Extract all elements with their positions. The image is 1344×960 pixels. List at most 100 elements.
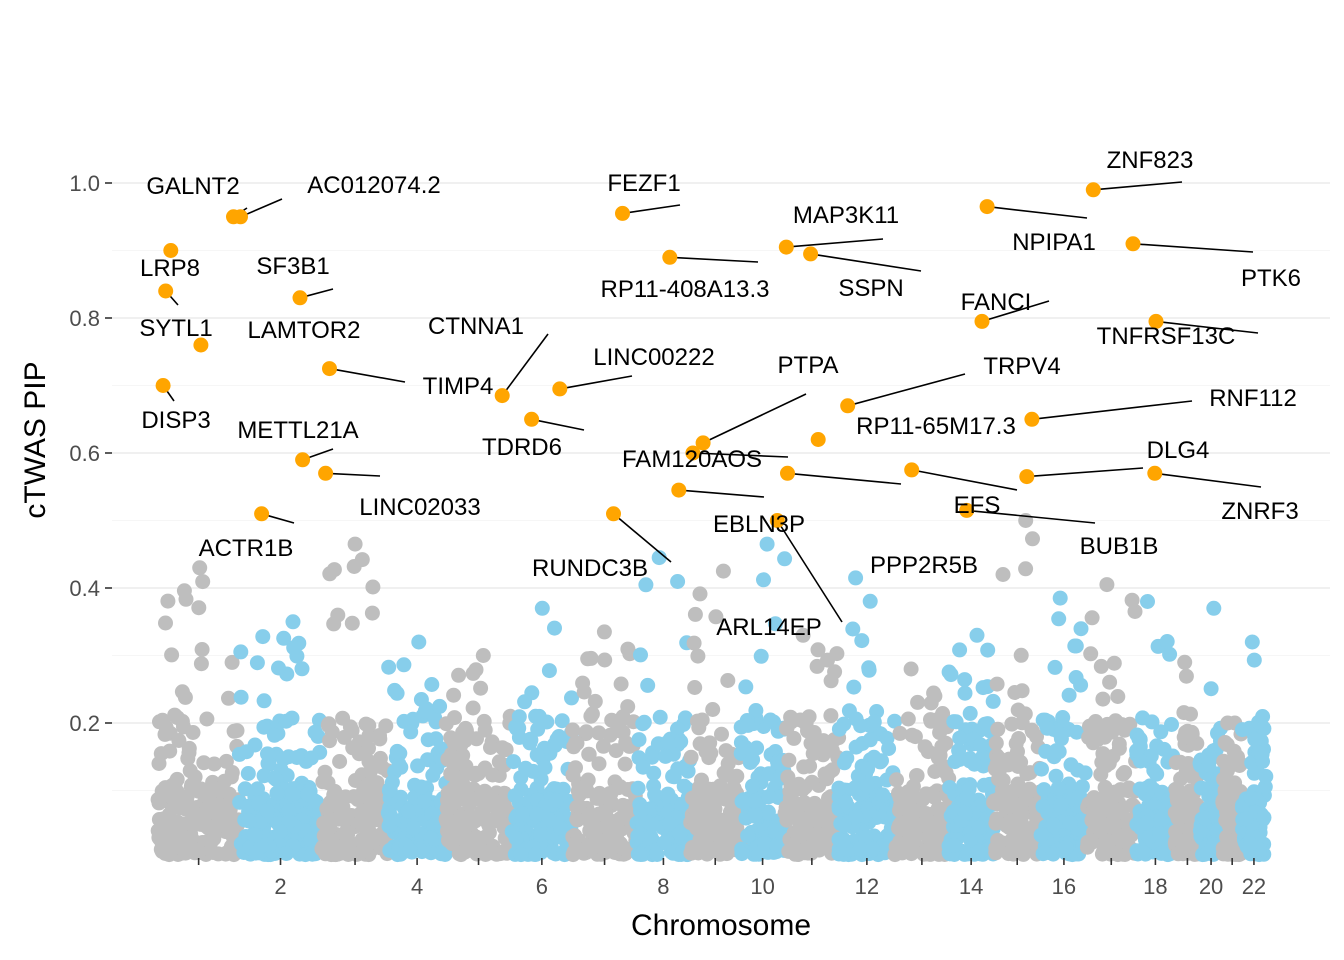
gene-point [285,786,301,802]
gene-point [1098,758,1114,774]
y-tick-label: 0.4 [69,576,100,601]
gene-point [666,769,682,785]
x-axis-title: Chromosome [631,909,811,942]
gene-point [728,822,744,838]
gene-point [720,673,736,688]
gene-point [1187,798,1203,814]
gene-point [177,689,193,705]
leader-line [669,256,759,263]
gene-point [581,746,597,762]
gene-point [887,713,903,729]
gene-point [580,772,596,788]
gene-point [531,708,547,724]
gene-point [638,577,654,593]
gene-point [986,794,1002,810]
gene-point [1238,811,1254,827]
gene-point [530,721,546,737]
gene-point [1110,689,1126,704]
gene-point [807,795,823,811]
gene-point [451,846,467,862]
gene-point [859,778,875,794]
gene-point [471,840,487,856]
gene-point [446,735,462,751]
gene-point [792,712,808,728]
gene-label: TRPV4 [983,353,1060,380]
gene-point [206,831,222,847]
gene-point [686,635,702,651]
highlighted-gene-point [322,361,337,377]
gene-point [491,802,507,818]
gene-point [631,732,647,748]
gene-point [319,801,335,817]
gene-point [633,647,648,663]
gene-point [987,761,1003,777]
gene-point [514,806,530,822]
gene-point [320,775,336,791]
gene-point [801,825,817,841]
gene-point [846,679,862,695]
axes: 0.2 0.4 0.6 0.8 1.0 2 4 6 8 10 12 14 16 18 20 22 [69,171,1266,899]
gene-point [684,840,700,855]
leader-line [1155,320,1259,334]
gene-point [759,536,775,552]
highlighted-gene-point [695,435,711,451]
gene-point [670,721,685,737]
highlighted-gene-point [318,465,334,481]
gene-point [903,843,919,859]
gene-point [780,805,796,821]
gene-point [647,787,663,803]
gene-point [781,752,797,768]
y-axis-title: cTWAS PIP [19,361,52,518]
gene-point [905,778,921,794]
gene-point [700,801,716,817]
gene-point [240,766,256,781]
gene-point [541,663,557,679]
gene-point [1034,761,1049,777]
gene-point [1036,782,1052,798]
gene-label: RP11-408A13.3 [600,276,769,303]
leader-line [911,469,1018,491]
gene-point [303,750,319,766]
gene-point [224,654,240,670]
gene-point [749,740,765,756]
gene-point [1099,577,1115,593]
gene-point [1164,717,1179,732]
gene-point [432,698,448,714]
gene-point [952,642,968,658]
highlighted-gene-point [1148,313,1164,329]
gene-point [1015,844,1031,860]
gene-point [836,818,852,834]
highlighted-gene-point [193,337,209,353]
gene-point [1152,826,1168,842]
gene-point [656,835,672,851]
gene-point [1108,713,1123,729]
gene-point [1096,843,1112,859]
gene-point [316,840,332,856]
gene-point [810,642,826,658]
gene-point [1084,610,1100,626]
gene-point [903,661,919,677]
leader-line [612,513,672,563]
gene-point [930,829,946,845]
gene-point [178,591,194,607]
leader-line [810,253,922,272]
leader-line [1132,243,1254,253]
gene-point [162,845,178,861]
gene-point [1069,724,1085,740]
highlighted-gene-point [494,388,510,404]
gene-point [1019,766,1035,782]
gene-point [1144,714,1160,730]
gene-point [391,756,407,772]
leader-line [559,375,633,390]
gene-point [635,716,651,732]
gene-point [1206,600,1222,616]
gene-point [734,793,750,809]
gene-point [566,739,582,755]
gene-point [823,708,839,724]
gene-point [529,806,545,822]
gene-point [1246,765,1262,781]
gene-label: ZNRF3 [1221,498,1298,525]
gene-point [383,812,399,828]
gene-point [353,805,369,821]
highlighted-gene-point [295,452,311,468]
